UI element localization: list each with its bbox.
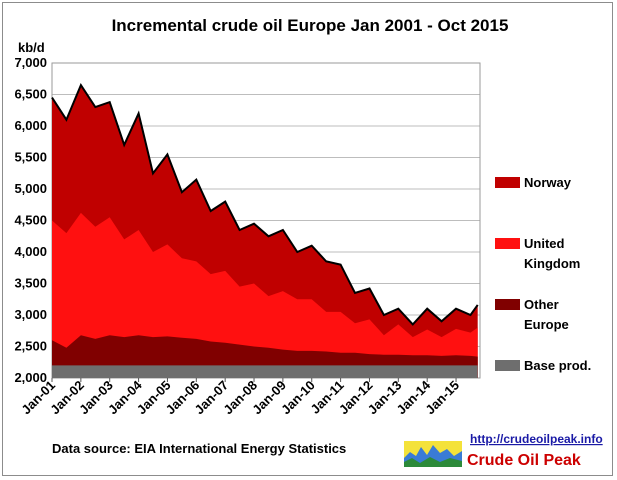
legend-swatch-united-kingdom bbox=[495, 238, 520, 249]
data-source-note: Data source: EIA International Energy St… bbox=[52, 441, 346, 456]
crude-oil-peak-logo-icon bbox=[404, 441, 462, 467]
area-base-prod bbox=[52, 365, 478, 378]
y-tick-labels: 2,000 2,500 3,000 3,500 4,000 4,500 5,000 5,500… bbox=[14, 55, 47, 385]
legend-swatch-base-prod bbox=[495, 360, 520, 371]
legend-swatch-other-europe bbox=[495, 299, 520, 310]
legend-label-base-prod: Base prod. bbox=[524, 358, 591, 373]
chart-title: Incremental crude oil Europe Jan 2001 - … bbox=[112, 16, 509, 35]
y-tick-label: 5,000 bbox=[14, 181, 47, 196]
y-tick-label: 6,000 bbox=[14, 118, 47, 133]
area-united-kingdom bbox=[52, 212, 478, 378]
total-line bbox=[51, 82, 479, 326]
legend-label-other-europe-line2: Europe bbox=[524, 317, 569, 332]
y-tick-label: 7,000 bbox=[14, 55, 47, 70]
legend-swatch-norway bbox=[495, 177, 520, 188]
y-tick-label: 3,000 bbox=[14, 307, 47, 322]
legend: Norway United Kingdom Other Europe Base … bbox=[495, 175, 591, 373]
y-tick-label: 6,500 bbox=[14, 87, 47, 102]
y-tick-label: 5,500 bbox=[14, 150, 47, 165]
legend-label-united-kingdom-line2: Kingdom bbox=[524, 256, 580, 271]
legend-label-norway: Norway bbox=[524, 175, 572, 190]
y-tick-label: 2,500 bbox=[14, 339, 47, 354]
source-url-link[interactable]: http://crudeoilpeak.info bbox=[470, 432, 603, 446]
y-tick-label: 4,000 bbox=[14, 244, 47, 259]
legend-label-other-europe-line1: Other bbox=[524, 297, 559, 312]
stacked-areas bbox=[51, 82, 479, 378]
y-tick-label: 3,500 bbox=[14, 276, 47, 291]
x-tick-labels: Jan-01Jan-02Jan-03Jan-04Jan-05Jan-06Jan-… bbox=[18, 377, 462, 417]
y-tick-label: 4,500 bbox=[14, 213, 47, 228]
y-tick-label: 2,000 bbox=[14, 370, 47, 385]
y-unit-label: kb/d bbox=[18, 40, 45, 55]
legend-label-united-kingdom-line1: United bbox=[524, 236, 565, 251]
brand-name: Crude Oil Peak bbox=[467, 452, 581, 469]
